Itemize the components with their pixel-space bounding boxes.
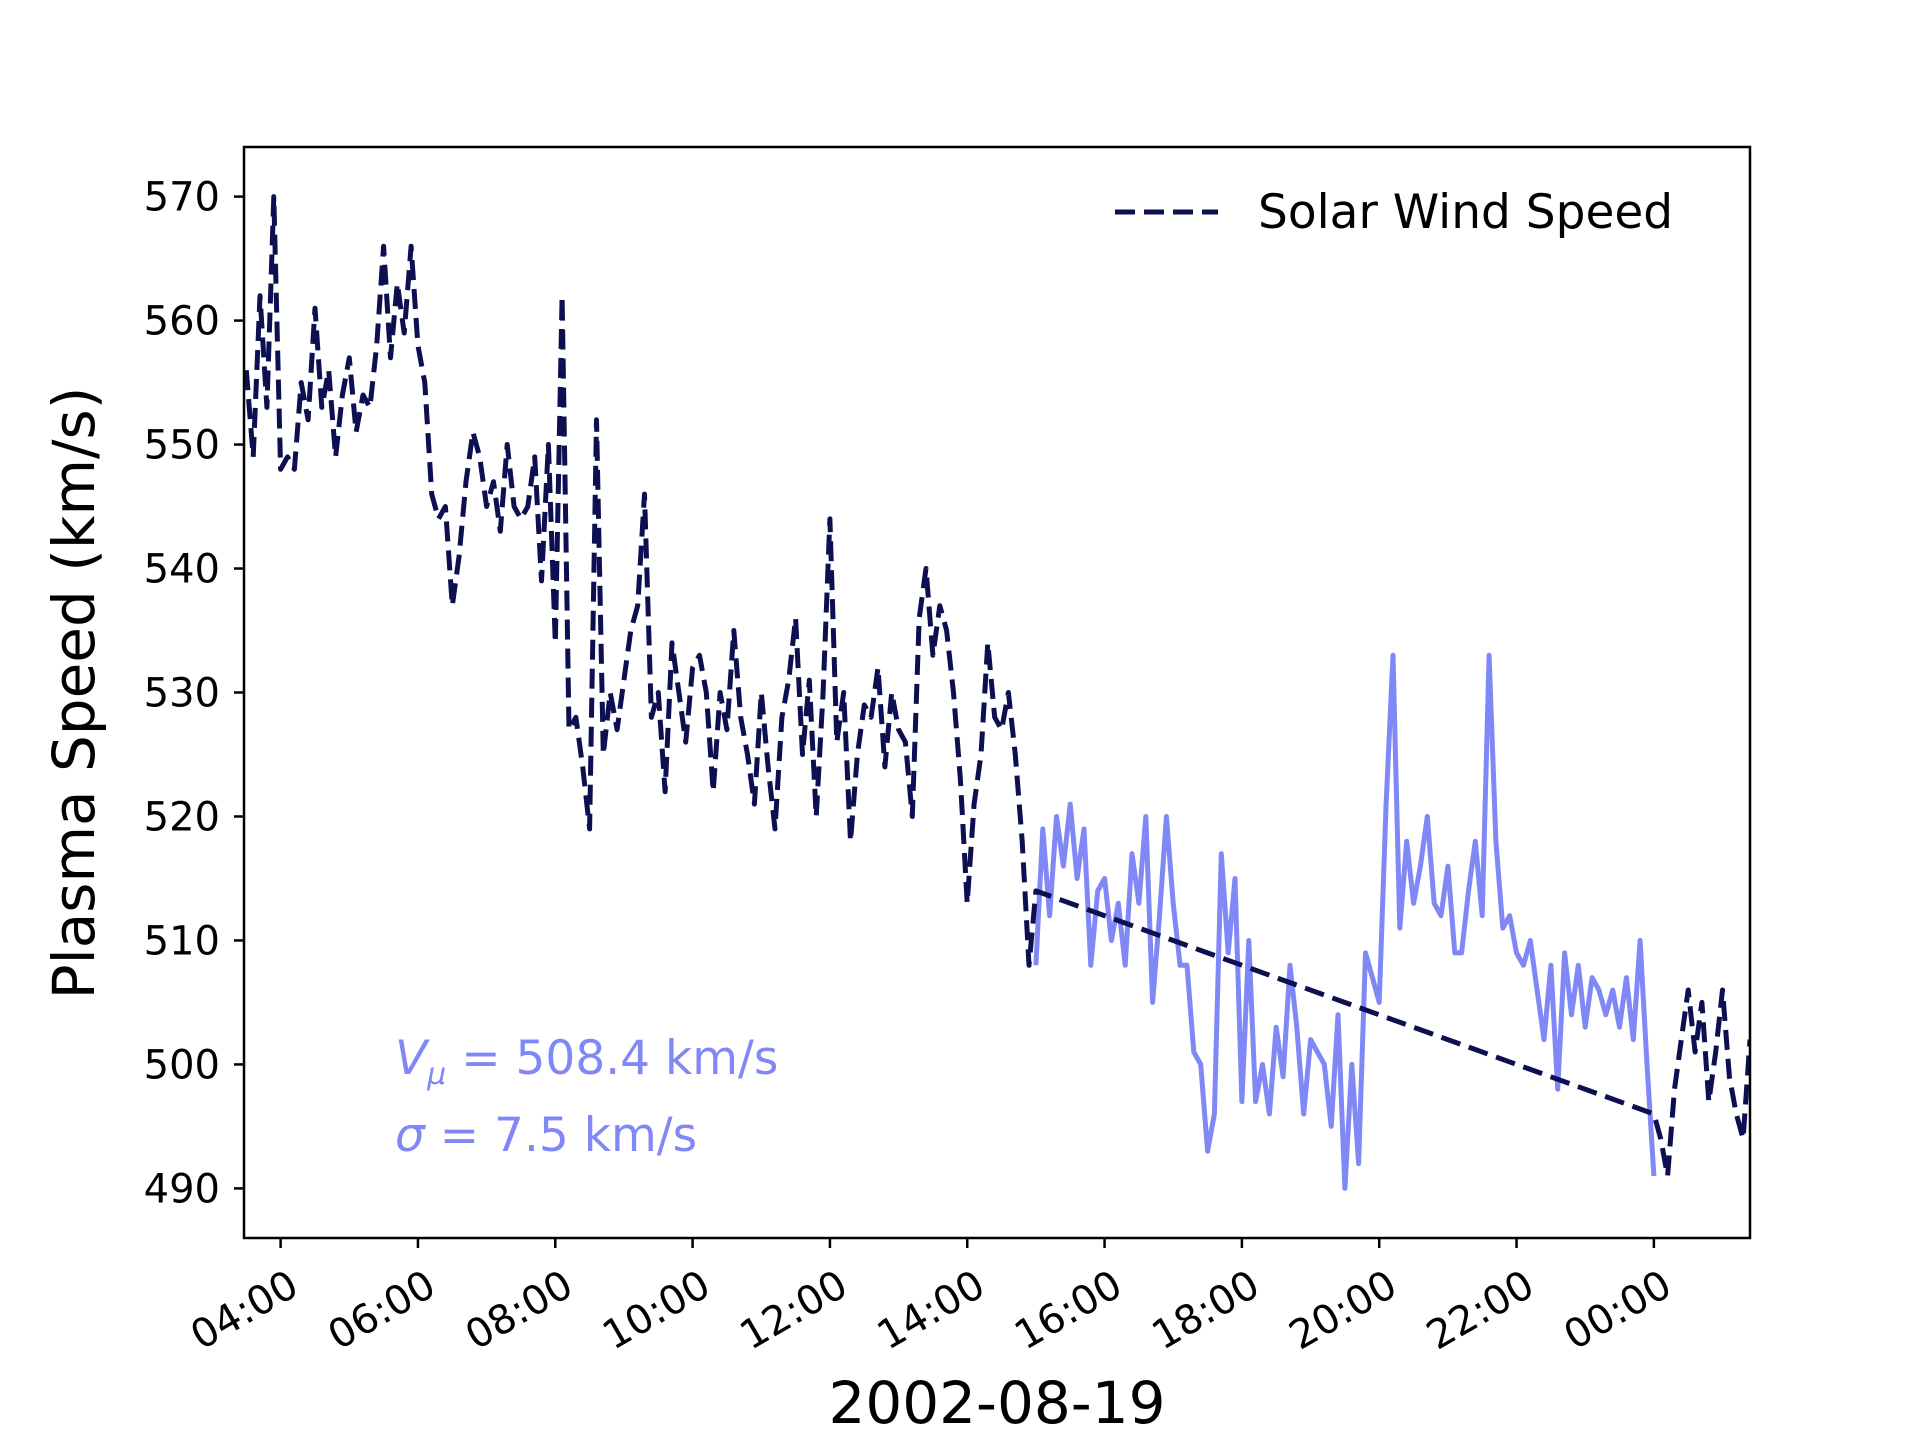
sigma-symbol: σ <box>395 1108 426 1163</box>
series-line-highlight-window <box>1033 652 1657 1191</box>
x-axis-title: 2002-08-19 <box>828 1369 1165 1437</box>
sigma-value-text: = 7.5 km/s <box>425 1108 697 1163</box>
y-axis: 490 500 510 520 530 540 550 560 570 <box>144 175 244 1212</box>
series-line-solar-wind-speed <box>244 194 1750 1179</box>
y-tick-label: 570 <box>144 175 220 221</box>
mean-value-text: = 508.4 km/s <box>446 1031 778 1086</box>
y-tick-label: 520 <box>144 794 220 840</box>
sigma-annotation: σ = 7.5 km/s <box>395 1108 697 1163</box>
mean-symbol: V <box>395 1031 430 1086</box>
y-tick-label: 510 <box>144 918 220 964</box>
y-tick-label: 540 <box>144 547 220 593</box>
y-tick-label: 500 <box>144 1042 220 1088</box>
stats-annotation: Vμ = 508.4 km/s σ = 7.5 km/s <box>395 1031 778 1163</box>
y-axis-title: Plasma Speed (km/s) <box>40 387 108 1000</box>
y-tick-label: 550 <box>144 423 220 469</box>
y-tick-label: 490 <box>144 1166 220 1212</box>
y-tick-label: 560 <box>144 299 220 345</box>
series-layer <box>244 194 1750 1191</box>
mean-speed-annotation: Vμ = 508.4 km/s <box>395 1031 778 1092</box>
mean-subscript: μ <box>426 1057 446 1092</box>
y-tick-label: 530 <box>144 671 220 717</box>
legend-label-solar-wind: Solar Wind Speed <box>1258 185 1673 240</box>
legend: Solar Wind Speed <box>1115 185 1673 240</box>
